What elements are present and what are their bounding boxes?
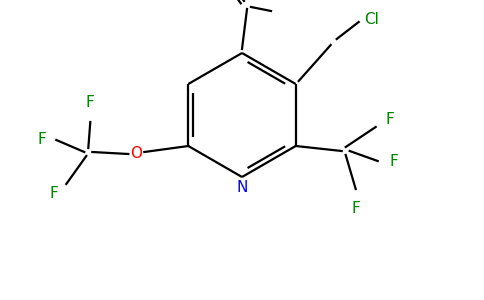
Text: F: F <box>49 187 58 202</box>
Text: F: F <box>390 154 398 169</box>
Text: F: F <box>351 201 360 216</box>
Text: F: F <box>386 112 394 127</box>
Text: F: F <box>38 133 46 148</box>
Text: Cl: Cl <box>363 13 378 28</box>
Text: F: F <box>86 95 95 110</box>
Text: O: O <box>130 146 142 161</box>
Text: N: N <box>236 180 248 195</box>
